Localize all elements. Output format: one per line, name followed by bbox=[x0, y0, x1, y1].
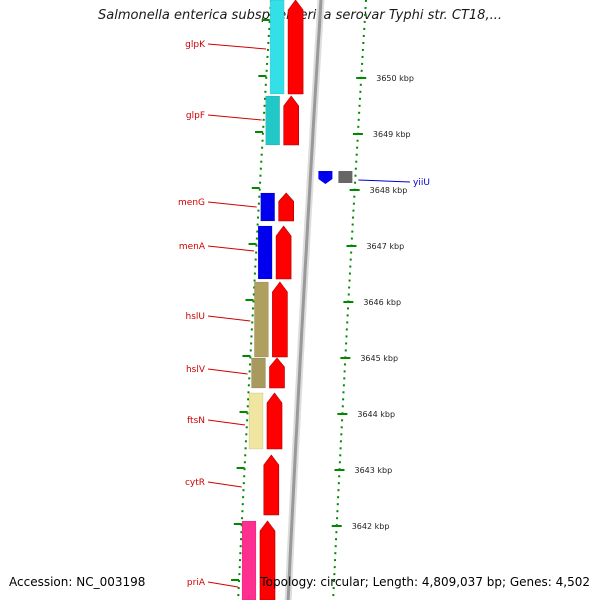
cds-arrow-cytR bbox=[263, 454, 280, 516]
cds-arrow-ftsN bbox=[266, 392, 283, 450]
gene-label-glpK: glpK bbox=[185, 40, 206, 50]
cds-arrow-glpF bbox=[283, 95, 300, 146]
gene-label-menG: menG bbox=[178, 198, 205, 208]
gene-label-cytR: cytR bbox=[185, 478, 205, 488]
kbp-tick-label: 3649 kbp bbox=[373, 130, 411, 139]
gene-label-menA: menA bbox=[179, 242, 206, 252]
gene-block-menG bbox=[260, 192, 276, 222]
kbp-tick-label: 3648 kbp bbox=[370, 186, 408, 195]
kbp-tick-label: 3642 kbp bbox=[352, 522, 390, 531]
leader-line-menA bbox=[207, 245, 255, 252]
leader-line-menG bbox=[207, 201, 257, 208]
leader-line-priA bbox=[207, 581, 239, 588]
cds-arrow-menA bbox=[275, 225, 292, 280]
accession-text: Accession: NC_003198 bbox=[9, 575, 146, 589]
gene-block-hslV bbox=[251, 357, 266, 389]
outer-tick-track bbox=[332, 0, 367, 600]
gene-label-hslV: hslV bbox=[186, 365, 206, 375]
gene-label-priA: priA bbox=[187, 578, 206, 588]
cds-arrow-hslV bbox=[269, 357, 285, 389]
reverse-cds-yiiU-a bbox=[318, 171, 333, 184]
genome-backbone bbox=[286, 0, 323, 600]
gene-label-yiiU: yiiU bbox=[413, 178, 430, 188]
kbp-tick-label: 3645 kbp bbox=[360, 354, 398, 363]
gene-block-glpF bbox=[265, 95, 281, 146]
kbp-tick-label: 3644 kbp bbox=[357, 410, 395, 419]
kbp-tick-label: 3650 kbp bbox=[376, 74, 414, 83]
reverse-cds-yiiU-b bbox=[338, 171, 353, 183]
gene-label-glpF: glpF bbox=[186, 111, 205, 121]
gene-label-hslU: hslU bbox=[186, 312, 205, 322]
cds-arrow-priA bbox=[259, 520, 276, 600]
kbp-tick-label: 3643 kbp bbox=[355, 466, 393, 475]
gene-label-ftsN: ftsN bbox=[187, 416, 205, 426]
kbp-tick-label: 3647 kbp bbox=[366, 242, 404, 251]
cds-arrow-glpK bbox=[287, 0, 304, 95]
gene-block-ftsN bbox=[248, 392, 264, 450]
kbp-tick-label: 3646 kbp bbox=[363, 298, 401, 307]
cds-arrow-hslU bbox=[272, 281, 288, 358]
leader-line-yiiU bbox=[358, 179, 411, 183]
leader-line-hslU bbox=[207, 315, 251, 322]
cds-arrow-menG bbox=[278, 192, 295, 222]
leader-line-cytR bbox=[207, 481, 242, 488]
leader-line-glpK bbox=[207, 43, 267, 50]
gene-block-glpK bbox=[269, 0, 285, 95]
gene-block-hslU bbox=[254, 281, 269, 358]
leader-line-glpF bbox=[207, 114, 262, 121]
topology-text: Topology: circular; Length: 4,809,037 bp… bbox=[260, 575, 590, 589]
leader-line-hslV bbox=[207, 368, 248, 375]
gene-block-priA bbox=[241, 520, 257, 600]
leader-line-ftsN bbox=[207, 419, 246, 426]
gene-block-menA bbox=[257, 225, 273, 280]
